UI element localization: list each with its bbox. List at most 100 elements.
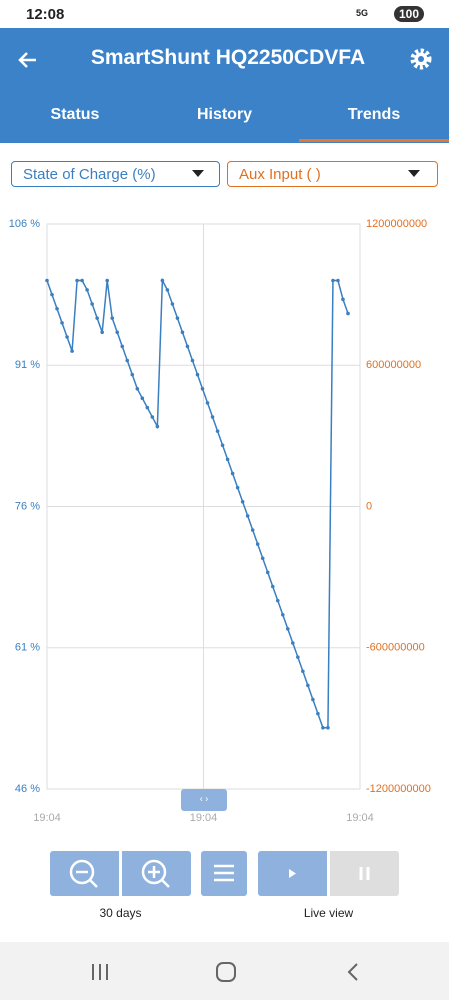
point [316, 711, 320, 716]
pause-button[interactable] [330, 851, 399, 896]
point [175, 316, 180, 320]
network: 5G [356, 8, 369, 18]
point [85, 288, 89, 292]
y2-tick-label: 1200000000 [366, 218, 427, 230]
play-button[interactable] [258, 851, 327, 896]
point [326, 725, 330, 730]
settings-button[interactable] [408, 46, 434, 72]
point [125, 358, 130, 363]
point [321, 725, 325, 730]
x-tick-label: 19:04 [346, 812, 374, 824]
point [180, 330, 185, 335]
point [95, 316, 99, 320]
point [215, 429, 220, 433]
y2-tick-label: 600000000 [366, 359, 421, 371]
point [245, 514, 250, 518]
tab-indicator [299, 139, 449, 142]
point [250, 528, 255, 532]
point [60, 321, 64, 325]
y-tick-label: 46 % [15, 783, 40, 795]
y2-tick-label: -1200000000 [366, 783, 431, 795]
point [275, 598, 280, 603]
point [100, 330, 104, 335]
point [50, 292, 54, 297]
point [265, 570, 270, 575]
point [160, 278, 165, 283]
zoom-out-button[interactable] [50, 851, 119, 896]
point [301, 669, 305, 674]
y-tick-label: 91 % [15, 359, 40, 371]
nav-bar [0, 942, 449, 1000]
zoom-in-button[interactable] [122, 851, 191, 896]
point [230, 471, 235, 476]
y2-tick-label: -600000000 [366, 642, 425, 654]
point [115, 330, 120, 335]
point [220, 443, 225, 448]
point [75, 278, 79, 283]
zoom-label: 30 days [99, 906, 142, 920]
tab[interactable]: History [196, 106, 253, 123]
point [110, 316, 115, 320]
point [145, 405, 150, 410]
point [155, 424, 160, 429]
point [336, 278, 340, 283]
point [225, 457, 230, 462]
point [55, 306, 59, 311]
tab[interactable]: Trends [347, 106, 401, 123]
point [190, 358, 195, 363]
point [65, 335, 69, 339]
point [195, 372, 200, 377]
point [311, 697, 315, 702]
point [130, 372, 135, 377]
point [235, 485, 240, 490]
point [185, 344, 190, 349]
series [45, 277, 350, 730]
point [90, 302, 94, 306]
point [120, 344, 125, 349]
point [280, 612, 285, 617]
point [205, 401, 210, 405]
title: SmartShunt HQ2250CDVFA [90, 46, 366, 69]
point [291, 641, 295, 645]
point [306, 683, 310, 688]
point [165, 288, 170, 292]
point [346, 311, 350, 316]
point [210, 415, 215, 419]
selector-label: State of Charge (%) [23, 166, 156, 183]
point [240, 499, 245, 504]
selector-label: Aux Input ( ) [239, 166, 321, 183]
point [80, 278, 84, 283]
point [140, 396, 145, 401]
clock: 12:08 [26, 6, 65, 23]
app-bar: SmartShunt HQ2250CDVFA Status History Tr… [0, 28, 449, 143]
y-tick-label: 106 % [9, 218, 40, 230]
point [296, 655, 300, 659]
left-selector[interactable]: State of Charge (%) [11, 161, 220, 187]
point [105, 278, 109, 283]
menu-button[interactable] [201, 851, 247, 896]
point [135, 386, 140, 391]
point [270, 584, 275, 589]
status-bar: 12:08 5G 100 [0, 0, 449, 28]
point [255, 542, 260, 546]
scroll-handle[interactable] [181, 789, 227, 811]
y-tick-label: 76 % [15, 500, 40, 512]
back-button[interactable] [16, 48, 40, 72]
point [45, 278, 49, 283]
chart: 19:04 19:04 19:04 1200000000 600000000 0 -6000… [9, 218, 431, 824]
point [260, 556, 265, 561]
point [150, 415, 155, 419]
right-selector[interactable]: Aux Input ( ) [227, 161, 438, 187]
point [286, 627, 290, 631]
tab[interactable]: Status [50, 106, 100, 123]
y-tick-label: 61 % [15, 642, 40, 654]
point [170, 302, 175, 306]
svg-text:‹ ›: ‹ › [200, 793, 209, 803]
point [331, 278, 335, 283]
y2-tick-label: 0 [366, 500, 372, 512]
battery: 100 [394, 6, 425, 22]
x-tick-label: 19:04 [190, 812, 218, 824]
point [200, 386, 205, 391]
